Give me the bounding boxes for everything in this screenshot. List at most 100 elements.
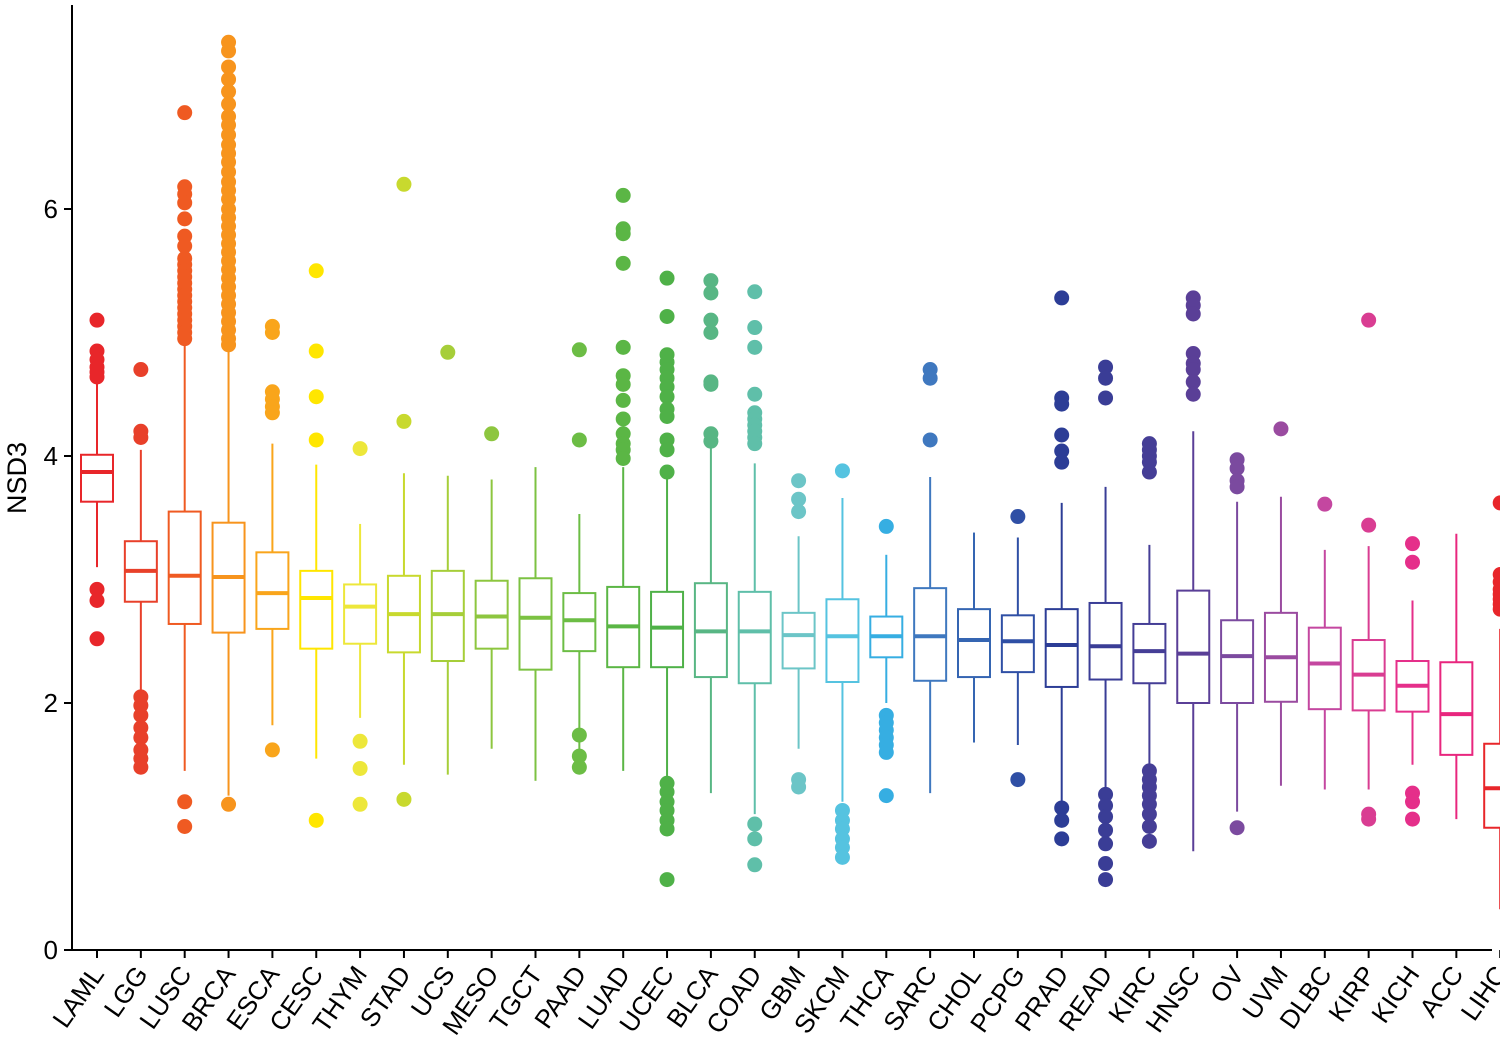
outlier-point	[615, 411, 631, 427]
outlier-point	[1229, 479, 1245, 495]
box-group-sarc	[913, 362, 948, 794]
outlier-point	[1361, 811, 1377, 827]
outlier-point	[308, 263, 324, 279]
outlier-point	[747, 386, 763, 402]
outlier-point	[177, 105, 193, 121]
outlier-point	[89, 581, 105, 597]
box-group-chol	[957, 532, 991, 743]
outlier-point	[834, 463, 850, 479]
outlier-point	[1141, 806, 1157, 822]
box-group-kirc	[1132, 436, 1167, 849]
outlier-point	[221, 796, 237, 812]
y-tick-label: 2	[44, 688, 58, 718]
outlier-point	[308, 432, 324, 448]
box	[781, 611, 816, 670]
y-tick-label: 4	[44, 441, 58, 471]
y-axis-title: NSD3	[2, 442, 32, 514]
outlier-point	[878, 788, 894, 804]
box	[255, 551, 290, 630]
outlier-point	[133, 730, 149, 746]
outlier-point	[177, 819, 193, 834]
outlier-point	[1492, 601, 1500, 617]
outlier-point	[484, 426, 500, 442]
outlier-point	[352, 441, 368, 457]
outlier-point	[1054, 396, 1070, 412]
box	[518, 577, 553, 671]
box-group-dlbc	[1307, 496, 1342, 790]
outlier-point	[1054, 800, 1070, 816]
outlier-point	[703, 325, 719, 340]
outlier-point	[1492, 495, 1500, 511]
outlier-point	[615, 226, 631, 242]
y-tick-label: 0	[44, 935, 58, 965]
outlier-point	[922, 432, 938, 448]
box	[1220, 619, 1255, 705]
box-group-skcm	[825, 463, 860, 865]
outlier-point	[747, 816, 763, 832]
box	[1132, 622, 1167, 685]
box-group-hnsc	[1176, 290, 1211, 852]
outlier-point	[1361, 312, 1377, 328]
outlier-point	[1141, 464, 1157, 480]
outlier-point	[221, 96, 237, 112]
outlier-point	[177, 211, 193, 227]
outlier-point	[834, 849, 850, 865]
outlier-point	[1098, 856, 1114, 872]
outlier-point	[352, 760, 368, 776]
box-group-brca	[211, 34, 246, 812]
outlier-point	[1098, 822, 1114, 838]
outlier-point	[615, 392, 631, 408]
outlier-point	[221, 84, 237, 100]
box-group-tgct	[518, 467, 553, 781]
outlier-point	[89, 631, 105, 647]
outlier-point	[659, 821, 675, 837]
outlier-point	[1098, 359, 1114, 375]
outlier-point	[571, 342, 587, 358]
outlier-point	[791, 491, 807, 507]
box-group-meso	[474, 426, 509, 749]
outlier-point	[1141, 833, 1157, 849]
box	[825, 598, 860, 684]
box-group-ucs	[430, 344, 465, 775]
outlier-point	[1229, 820, 1245, 836]
plot-area	[80, 34, 1500, 910]
outlier-point	[571, 727, 587, 743]
box-group-stad	[386, 176, 421, 807]
outlier-point	[1185, 374, 1201, 390]
outlier-point	[615, 187, 631, 203]
outlier-point	[89, 312, 105, 328]
box-group-thym	[343, 441, 378, 812]
outlier-point	[177, 794, 193, 810]
box	[737, 590, 772, 685]
outlier-point	[1098, 786, 1114, 802]
outlier-point	[791, 779, 807, 795]
x-tick-label: LIHC	[1455, 960, 1500, 1026]
box-group-kich	[1395, 536, 1430, 827]
box-group-pcpg	[1000, 509, 1035, 788]
outlier-point	[659, 270, 675, 286]
outlier-point	[133, 707, 149, 723]
outlier-point	[747, 857, 763, 873]
outlier-point	[747, 284, 763, 300]
outlier-point	[396, 413, 412, 429]
outlier-point	[1054, 812, 1070, 828]
outlier-point	[1317, 496, 1333, 512]
outlier-point	[221, 71, 237, 87]
outlier-point	[1010, 772, 1026, 788]
box-group-lusc	[167, 105, 202, 834]
box	[1307, 626, 1342, 711]
outlier-point	[133, 362, 149, 378]
outlier-point	[659, 308, 675, 324]
box-group-esca	[255, 318, 290, 758]
outlier-point	[1098, 798, 1114, 814]
outlier-point	[1405, 536, 1420, 552]
outlier-point	[1405, 811, 1420, 827]
box-group-ucec	[650, 270, 685, 888]
outlier-point	[264, 742, 280, 758]
outlier-point	[1054, 290, 1070, 306]
box	[299, 569, 334, 650]
y-axis: 0 2 4 6	[44, 5, 73, 965]
box-group-coad	[737, 284, 772, 873]
outlier-point	[308, 389, 324, 405]
outlier-point	[1141, 819, 1157, 834]
